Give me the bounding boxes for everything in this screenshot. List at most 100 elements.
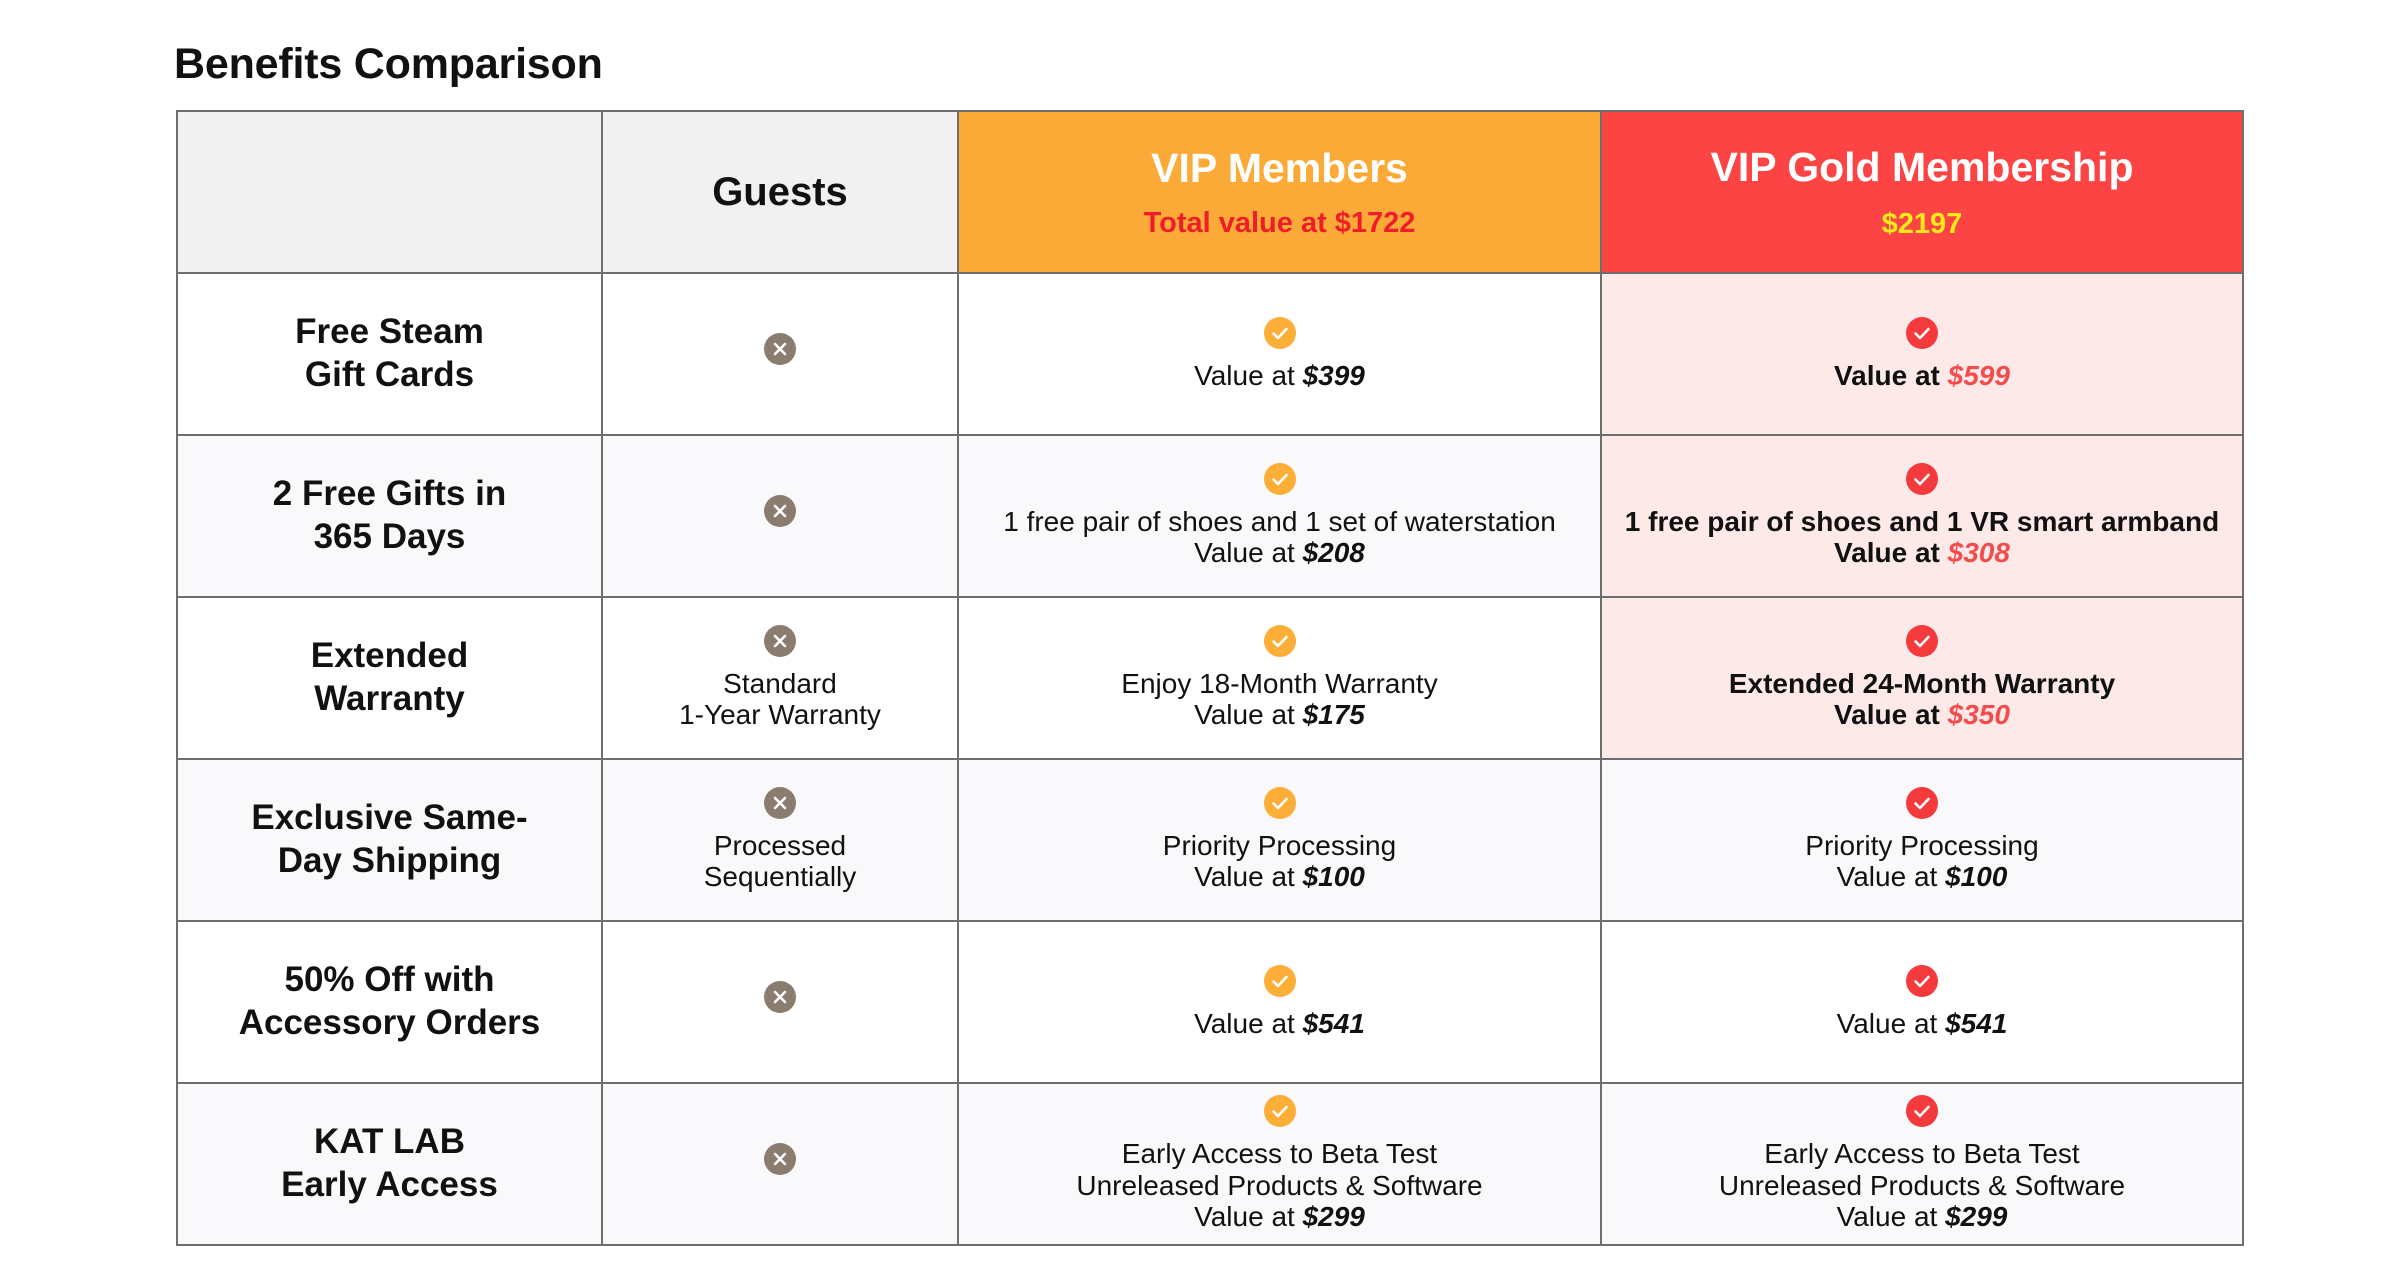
feature-name: Extended Warranty xyxy=(176,596,603,760)
gold-value-line: Value at $308 xyxy=(1602,537,2242,569)
status-icon-wrap xyxy=(603,786,957,830)
gold-cell: Extended 24-Month Warranty Value at $350 xyxy=(1600,596,2244,760)
gold-value-line: Value at $599 xyxy=(1602,360,2242,392)
check-circle-icon xyxy=(1263,624,1296,657)
guests-cell xyxy=(601,434,959,598)
value-prefix: Value at xyxy=(1834,699,1948,731)
guests-cell: Processed Sequentially xyxy=(601,758,959,922)
header-guests: Guests xyxy=(601,110,959,274)
x-circle-icon-glyph xyxy=(773,504,787,517)
header-row: Guests VIP Members Total value at $1722 … xyxy=(176,110,2244,274)
check-circle-icon xyxy=(1906,1094,1938,1127)
check-circle-icon-glyph xyxy=(1271,327,1288,339)
check-circle-icon-glyph xyxy=(1914,975,1930,987)
status-icon-wrap xyxy=(1602,462,2242,506)
gold-cell: Value at $599 xyxy=(1600,272,2244,436)
table-row-2: 2 Free Gifts in 365 Days 1 free pair of … xyxy=(176,434,2244,598)
check-circle-icon xyxy=(1263,964,1296,997)
check-circle-icon xyxy=(1263,1094,1296,1127)
x-circle-icon-glyph xyxy=(773,796,787,809)
gold-detail-line: Unreleased Products & Software xyxy=(1718,1169,2126,1201)
gold-cell: Priority Processing Value at $100 xyxy=(1600,758,2244,922)
guests-cell: Standard 1-Year Warranty xyxy=(601,596,959,760)
value-amount: $350 xyxy=(1947,699,2010,731)
check-circle-icon-glyph xyxy=(1914,797,1930,809)
vip-cell: 1 free pair of shoes and 1 set of waters… xyxy=(957,434,1602,598)
gold-cell: 1 free pair of shoes and 1 VR smart armb… xyxy=(1600,434,2244,598)
check-circle-icon xyxy=(1263,462,1296,495)
feature-name-line-2: Day Shipping xyxy=(277,841,502,880)
feature-name-line-1: Exclusive Same- xyxy=(251,798,528,838)
guests-detail-line: Standard xyxy=(723,667,837,699)
vip-detail-line: Enjoy 18-Month Warranty xyxy=(1121,667,1438,699)
feature-name-line-1: Extended xyxy=(310,636,469,676)
gold-cell: Early Access to Beta Test Unreleased Prod… xyxy=(1600,1082,2244,1246)
header-empty-cell xyxy=(176,110,603,274)
value-amount: $100 xyxy=(1945,861,2008,893)
vip-members-total-value: Total value at $1722 xyxy=(1143,207,1416,240)
value-amount: $308 xyxy=(1947,537,2010,569)
vip-detail-line: 1 free pair of shoes and 1 set of waters… xyxy=(1003,505,1556,537)
status-icon-wrap xyxy=(603,494,957,538)
status-icon-wrap xyxy=(1602,624,2242,668)
guests-detail-line: Sequentially xyxy=(703,861,857,893)
value-prefix: Value at xyxy=(1834,359,1948,391)
check-circle-icon-glyph xyxy=(1914,1105,1930,1117)
benefits-comparison-table: Guests VIP Members Total value at $1722 … xyxy=(176,110,2244,1246)
vip-detail-line: Priority Processing xyxy=(1162,829,1397,861)
status-icon-wrap xyxy=(603,332,957,376)
guests-detail-line: 1-Year Warranty xyxy=(679,699,881,731)
page-title: Benefits Comparison xyxy=(174,40,603,88)
header-vip-members: VIP Members Total value at $1722 xyxy=(957,110,1602,274)
guests-detail-line: Processed xyxy=(713,829,847,861)
vip-cell: Priority Processing Value at $100 xyxy=(957,758,1602,922)
value-prefix: Value at xyxy=(1836,1201,1946,1233)
vip-cell: Enjoy 18-Month Warranty Value at $175 xyxy=(957,596,1602,760)
value-prefix: Value at xyxy=(1194,537,1303,569)
status-icon-wrap xyxy=(603,1142,957,1186)
vip-detail-line: Unreleased Products & Software xyxy=(1076,1169,1483,1201)
gold-detail-line: Extended 24-Month Warranty xyxy=(1728,667,2116,699)
status-icon-wrap xyxy=(603,980,957,1024)
check-circle-icon-glyph xyxy=(1271,635,1288,647)
check-circle-icon-glyph xyxy=(1914,327,1930,339)
table-row-6: KAT LAB Early Access Early Access to Bet… xyxy=(176,1082,2244,1246)
value-amount: $208 xyxy=(1302,537,1365,569)
feature-name: 50% Off with Accessory Orders xyxy=(176,920,603,1084)
feature-name-line-2: Gift Cards xyxy=(304,355,475,394)
header-vip-gold-membership: VIP Gold Membership $2197 xyxy=(1600,110,2244,274)
guests-cell xyxy=(601,920,959,1084)
gold-value-line: Value at $299 xyxy=(1602,1201,2242,1233)
value-amount: $399 xyxy=(1302,359,1365,391)
check-circle-icon-glyph xyxy=(1914,473,1930,485)
feature-name-line-2: Accessory Orders xyxy=(238,1003,541,1042)
feature-name-line-1: Free Steam xyxy=(295,312,484,352)
x-circle-icon xyxy=(764,494,796,527)
status-icon-wrap xyxy=(959,462,1600,506)
status-icon-wrap xyxy=(959,624,1600,668)
vip-cell: Value at $541 xyxy=(957,920,1602,1084)
x-circle-icon-glyph xyxy=(773,1152,787,1165)
vip-value-line: Value at $100 xyxy=(959,861,1600,893)
vip-value-line: Value at $399 xyxy=(959,360,1600,392)
gold-cell: Value at $541 xyxy=(1600,920,2244,1084)
check-circle-icon xyxy=(1906,964,1938,997)
vip-value-line: Value at $299 xyxy=(959,1201,1600,1233)
status-icon-wrap xyxy=(959,964,1600,1008)
gold-value-line: Value at $541 xyxy=(1602,1008,2242,1040)
value-amount: $541 xyxy=(1945,1007,2008,1039)
value-amount: $299 xyxy=(1945,1201,2008,1233)
check-circle-icon-glyph xyxy=(1271,975,1288,987)
value-amount: $299 xyxy=(1302,1201,1365,1233)
gold-value-line: Value at $350 xyxy=(1602,699,2242,731)
x-circle-icon xyxy=(764,980,796,1013)
gold-detail-line: Early Access to Beta Test xyxy=(1764,1137,2080,1169)
x-circle-icon xyxy=(764,332,796,365)
feature-name: Free Steam Gift Cards xyxy=(176,272,603,436)
status-icon-wrap xyxy=(959,786,1600,830)
value-prefix: Value at xyxy=(1194,359,1303,391)
vip-members-name: VIP Members xyxy=(1151,144,1408,191)
guests-cell xyxy=(601,1082,959,1246)
value-prefix: Value at xyxy=(1194,1007,1303,1039)
value-amount: $175 xyxy=(1302,699,1365,731)
